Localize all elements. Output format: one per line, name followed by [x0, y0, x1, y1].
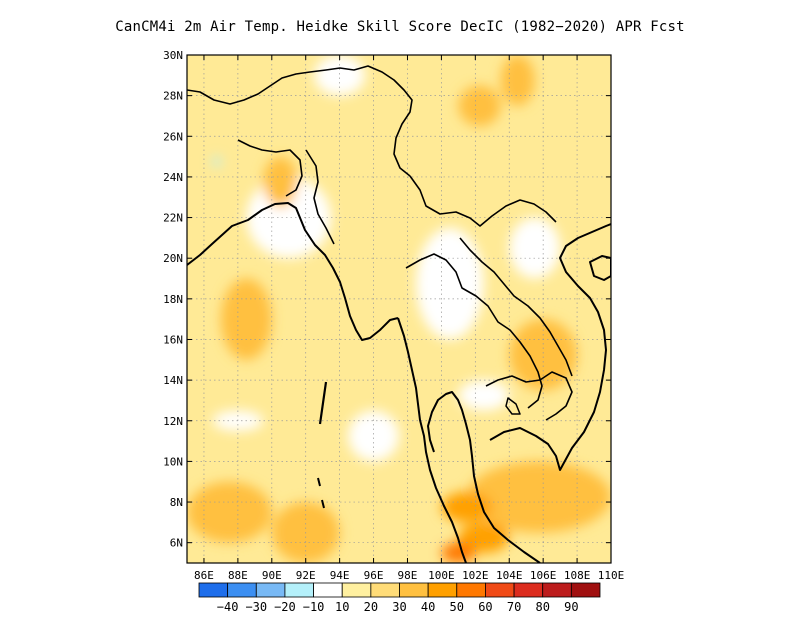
colorbar-label: 40: [421, 600, 435, 614]
y-tick-label: 24N: [163, 171, 183, 184]
border-cambodia: [485, 371, 573, 421]
x-tick-label: 98E: [398, 569, 418, 582]
colorbar-label: 70: [507, 600, 521, 614]
coastline-and-borders: [187, 65, 611, 563]
skill-region-10: [466, 461, 611, 533]
colorbar-swatch-5: [341, 582, 372, 598]
colorbar-label: 50: [450, 600, 464, 614]
x-tick-label: 92E: [296, 569, 316, 582]
colorbar-swatch-12: [542, 582, 572, 598]
skill-region-7: [212, 156, 221, 167]
x-tick-label: 108E: [564, 569, 591, 582]
skill-region-6: [458, 380, 510, 411]
skill-region-15: [509, 319, 578, 391]
colorbar-swatch-10: [485, 582, 515, 598]
colorbar-label: −20: [274, 600, 296, 614]
island-nicobar: [317, 477, 325, 509]
colorbar-label: −40: [217, 600, 239, 614]
coastline-vietnam: [489, 223, 611, 471]
border-thailand: [405, 253, 543, 409]
map-frame: [186, 54, 612, 564]
y-tick-label: 16N: [163, 333, 183, 346]
border-india-bangladesh: [237, 139, 303, 197]
y-tick-label: 30N: [163, 49, 183, 62]
colorbar-label: −10: [303, 600, 325, 614]
colorbar-swatch-7: [399, 582, 429, 598]
x-tick-label: 86E: [194, 569, 214, 582]
skill-score-regions: [187, 55, 611, 563]
colorbar-label: 30: [392, 600, 406, 614]
colorbar-label: 80: [535, 600, 549, 614]
colorbar-swatch-9: [456, 582, 486, 598]
colorbar-label: 90: [564, 600, 578, 614]
skill-region-11: [263, 156, 298, 208]
colorbar: −40 −30 −20 −10 10 20 30 40 50 60 70 80 90: [198, 582, 601, 614]
colorbar-swatch-11: [513, 582, 544, 598]
colorbar-swatch-6: [370, 582, 400, 598]
colorbar-swatch-0: [198, 582, 229, 598]
map-title: CanCM4i 2m Air Temp. Heidke Skill Score …: [115, 19, 685, 35]
colorbar-swatch-1: [227, 582, 257, 598]
x-tick-label: 100E: [428, 569, 455, 582]
map-ticks: 86E 88E 90E 92E 94E 96E 98E 100E 102E 104E 106E 108…: [163, 49, 624, 582]
y-tick-label: 8N: [170, 496, 183, 509]
y-tick-label: 28N: [163, 90, 183, 103]
border-north: [187, 65, 413, 177]
y-tick-label: 12N: [163, 415, 183, 428]
skill-region-1: [415, 227, 484, 340]
x-tick-label: 88E: [228, 569, 248, 582]
y-tick-label: 14N: [163, 374, 183, 387]
skill-region-14: [500, 55, 535, 106]
y-tick-label: 18N: [163, 293, 183, 306]
skill-region-12: [220, 278, 272, 360]
x-tick-label: 104E: [496, 569, 523, 582]
island-andaman: [318, 381, 328, 425]
y-tick-label: 20N: [163, 252, 183, 265]
skill-region-8: [187, 481, 272, 543]
coastline-bengal: [187, 202, 399, 341]
border-myanmar-east: [409, 175, 557, 227]
y-tick-label: 6N: [170, 537, 183, 550]
lake-tonle-sap: [505, 397, 521, 415]
colorbar-swatch-4: [313, 582, 343, 598]
border-laos: [459, 237, 573, 377]
skill-region-5: [509, 217, 561, 279]
skill-region-2: [348, 410, 399, 462]
colorbar-swatch-13: [570, 582, 601, 598]
colorbar-swatch-3: [284, 582, 314, 598]
x-tick-label: 96E: [364, 569, 384, 582]
y-tick-label: 26N: [163, 130, 183, 143]
colorbar-swatch-2: [255, 582, 286, 598]
colorbar-label: 10: [335, 600, 349, 614]
x-tick-label: 94E: [330, 569, 350, 582]
coastline-gulf-thailand: [427, 391, 541, 563]
colorbar-label: 20: [364, 600, 378, 614]
skill-region-13: [458, 85, 501, 127]
coastline-peninsula-west: [397, 317, 467, 563]
x-tick-label: 110E: [598, 569, 625, 582]
skill-region-18: [441, 542, 476, 563]
island-hainan: [589, 255, 611, 281]
skill-region-4: [314, 55, 366, 96]
x-tick-label: 106E: [530, 569, 557, 582]
x-tick-label: 90E: [262, 569, 282, 582]
colorbar-label: 60: [478, 600, 492, 614]
colorbar-label: −30: [245, 600, 267, 614]
colorbar-swatch-8: [427, 582, 458, 598]
y-tick-label: 22N: [163, 212, 183, 225]
border-myanmar-india: [305, 149, 335, 245]
x-tick-label: 102E: [462, 569, 489, 582]
y-tick-label: 10N: [163, 455, 183, 468]
